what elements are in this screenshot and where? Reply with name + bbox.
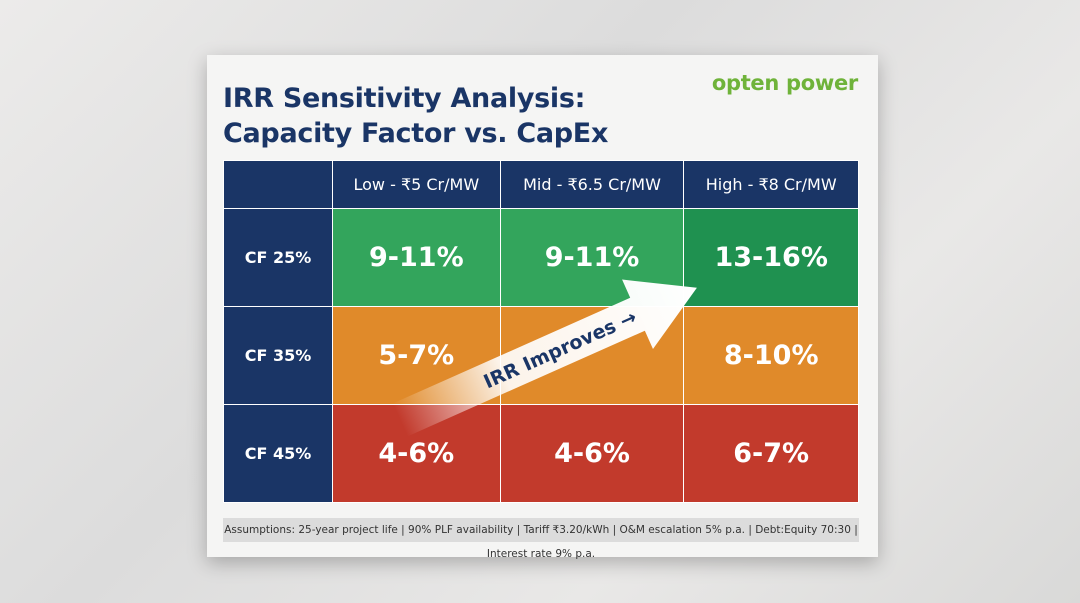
arrow-shape: [392, 279, 697, 437]
irr-cell: 9-11%: [499, 208, 685, 307]
irr-cell: 9-11%: [332, 208, 501, 307]
header-row: Low - ₹5 Cr/MW Mid - ₹6.5 Cr/MW High - ₹…: [223, 160, 859, 209]
brand-logo: opten power: [711, 71, 858, 95]
page-title: IRR Sensitivity Analysis: Capacity Facto…: [223, 83, 609, 149]
arrow-label: IRR Improves →: [480, 306, 640, 393]
row-label: CF 25%: [223, 208, 333, 307]
column-header: High - ₹8 Cr/MW: [683, 160, 859, 209]
table-row: CF 25% 9-11% 9-11% 13-16%: [223, 208, 859, 307]
irr-cell: 4-6%: [499, 404, 685, 503]
column-header: Mid - ₹6.5 Cr/MW: [499, 160, 685, 209]
assumptions-footer: Assumptions: 25-year project life | 90% …: [223, 518, 859, 560]
irr-cell: 8-10%: [683, 306, 859, 405]
irr-cell: 13-16%: [683, 208, 859, 307]
row-label: CF 35%: [223, 306, 333, 405]
irr-cell: 6-7%: [683, 404, 859, 503]
row-label: CF 45%: [223, 404, 333, 503]
corner-cell: [223, 160, 333, 209]
